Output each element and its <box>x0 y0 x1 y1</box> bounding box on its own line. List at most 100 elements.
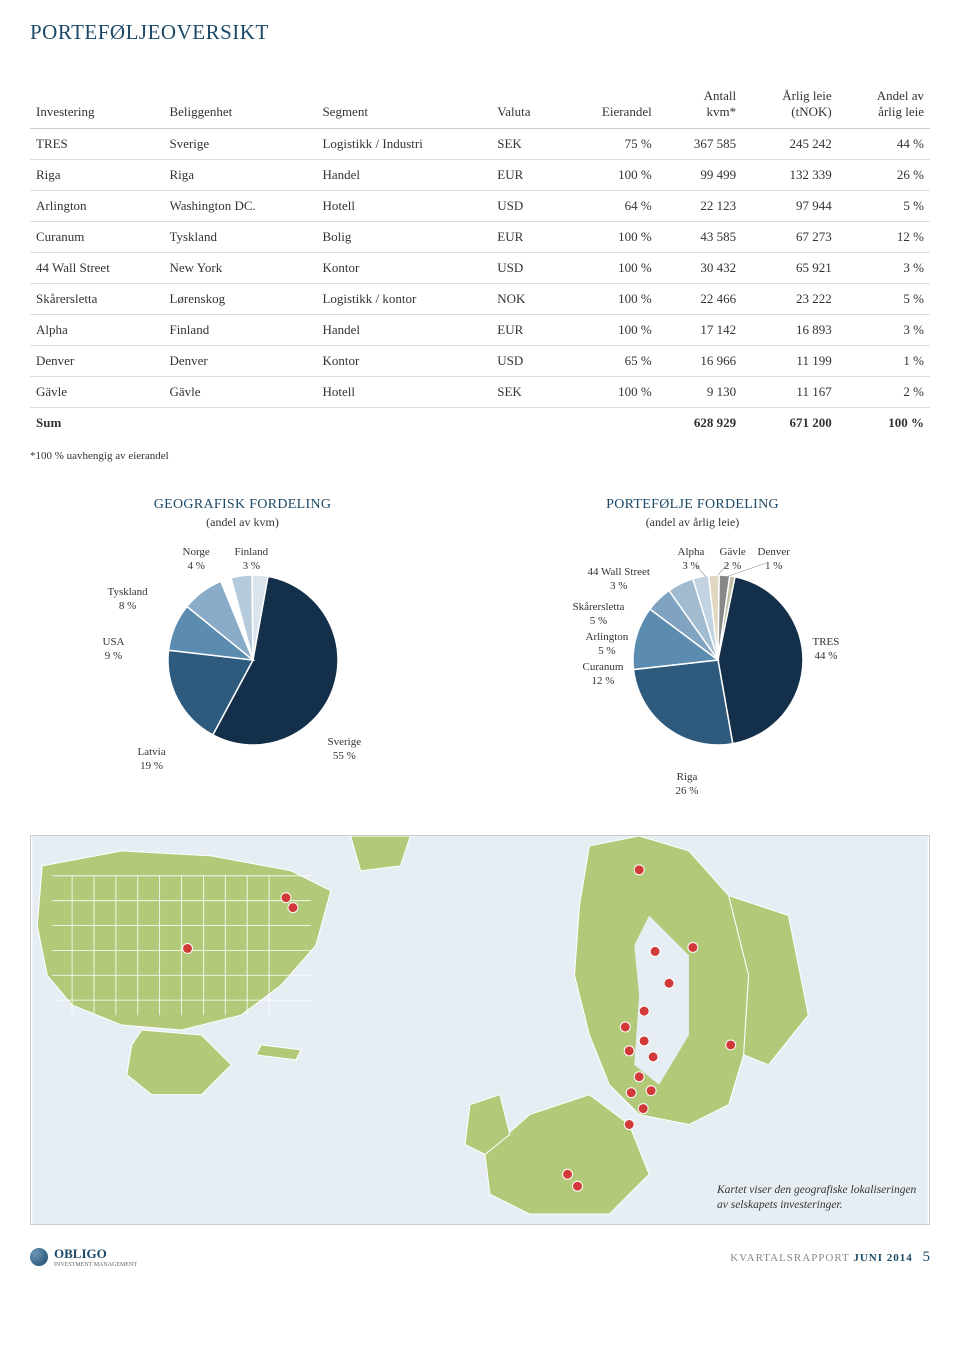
table-cell: 100 % <box>562 222 658 253</box>
footer-brand: OBLIGO INVESTMENT MANAGEMENT <box>30 1246 137 1268</box>
table-row: SkårerslettaLørenskogLogistikk / kontorN… <box>30 284 930 315</box>
map-marker <box>648 1052 658 1062</box>
port-label-riga: Riga26 % <box>676 770 699 799</box>
geo-label-sverige: Sverige55 % <box>328 735 362 764</box>
brand-sub: INVESTMENT MANAGEMENT <box>54 1262 137 1268</box>
port-chart-subtitle: (andel av årlig leie) <box>528 515 858 530</box>
table-cell: Gävle <box>30 377 163 408</box>
table-cell: 16 966 <box>658 346 742 377</box>
table-cell <box>562 408 658 439</box>
brand-name: OBLIGO <box>54 1246 107 1261</box>
geo-label-norge: Norge4 % <box>183 545 210 574</box>
table-header: Eierandel <box>562 80 658 129</box>
table-cell: EUR <box>491 160 561 191</box>
table-cell: Gävle <box>163 377 316 408</box>
map-panel: Kartet viser den geografiske lokaliserin… <box>30 835 930 1225</box>
portfolio-table: InvesteringBeliggenhetSegmentValutaEiera… <box>30 80 930 438</box>
table-cell: Sverige <box>163 129 316 160</box>
map-marker <box>639 1036 649 1046</box>
table-cell: 99 499 <box>658 160 742 191</box>
table-cell: Kontor <box>316 346 491 377</box>
table-header: Andel avårlig leie <box>838 80 930 129</box>
table-cell: 97 944 <box>742 191 838 222</box>
table-cell: 2 % <box>838 377 930 408</box>
geo-label-usa: USA9 % <box>103 635 125 664</box>
port-label-denver: Denver1 % <box>758 545 790 574</box>
table-cell: Tyskland <box>163 222 316 253</box>
port-label-44ws: 44 Wall Street3 % <box>588 565 650 594</box>
table-header: Investering <box>30 80 163 129</box>
table-cell: 100 % <box>562 377 658 408</box>
table-cell: Denver <box>30 346 163 377</box>
table-cell: 100 % <box>562 284 658 315</box>
table-header: Valuta <box>491 80 561 129</box>
table-cell: Finland <box>163 315 316 346</box>
table-cell: Skårersletta <box>30 284 163 315</box>
table-cell: 100 % <box>838 408 930 439</box>
table-row: TRESSverigeLogistikk / IndustriSEK75 %36… <box>30 129 930 160</box>
table-cell: Handel <box>316 160 491 191</box>
geo-chart: GEOGRAFISK FORDELING (andel av kvm) Norg… <box>103 497 383 800</box>
map-marker <box>624 1046 634 1056</box>
report-period: JUNI 2014 <box>853 1252 912 1264</box>
table-cell: 44 % <box>838 129 930 160</box>
table-cell: 43 585 <box>658 222 742 253</box>
table-cell: Alpha <box>30 315 163 346</box>
table-cell: New York <box>163 253 316 284</box>
table-cell: Sum <box>30 408 163 439</box>
table-cell: 22 123 <box>658 191 742 222</box>
table-cell: EUR <box>491 315 561 346</box>
map-marker <box>183 943 193 953</box>
map-marker <box>688 942 698 952</box>
table-cell: 245 242 <box>742 129 838 160</box>
map-marker <box>624 1120 634 1130</box>
table-header: Beliggenhet <box>163 80 316 129</box>
map-marker <box>563 1169 573 1179</box>
table-cell: SEK <box>491 129 561 160</box>
table-cell: 1 % <box>838 346 930 377</box>
map-marker <box>638 1104 648 1114</box>
map-marker <box>634 1072 644 1082</box>
table-cell: 67 273 <box>742 222 838 253</box>
table-cell <box>163 408 316 439</box>
table-cell: 75 % <box>562 129 658 160</box>
table-cell: 26 % <box>838 160 930 191</box>
table-cell: 132 339 <box>742 160 838 191</box>
footer-right: KVARTALSRAPPORT JUNI 2014 5 <box>730 1249 930 1266</box>
map-marker <box>639 1006 649 1016</box>
table-cell: 44 Wall Street <box>30 253 163 284</box>
table-cell: 11 167 <box>742 377 838 408</box>
table-cell: Hotell <box>316 377 491 408</box>
table-cell: USD <box>491 346 561 377</box>
map-marker <box>288 903 298 913</box>
map-marker <box>626 1088 636 1098</box>
table-row: 44 Wall StreetNew YorkKontorUSD100 %30 4… <box>30 253 930 284</box>
table-cell: USD <box>491 253 561 284</box>
table-cell: 65 % <box>562 346 658 377</box>
pie-slice <box>633 660 732 745</box>
pie-slice <box>718 577 803 744</box>
geo-label-finland: Finland3 % <box>235 545 269 574</box>
table-cell: Lørenskog <box>163 284 316 315</box>
table-cell: Curanum <box>30 222 163 253</box>
table-cell: Hotell <box>316 191 491 222</box>
table-cell: 22 466 <box>658 284 742 315</box>
table-cell: Kontor <box>316 253 491 284</box>
table-cell: NOK <box>491 284 561 315</box>
logo-icon <box>30 1248 48 1266</box>
page-footer: OBLIGO INVESTMENT MANAGEMENT KVARTALSRAP… <box>30 1240 930 1268</box>
geo-chart-subtitle: (andel av kvm) <box>103 515 383 530</box>
table-cell: Arlington <box>30 191 163 222</box>
table-cell: 628 929 <box>658 408 742 439</box>
port-label-tres: TRES44 % <box>813 635 840 664</box>
table-cell: 367 585 <box>658 129 742 160</box>
table-row: GävleGävleHotellSEK100 %9 13011 1672 % <box>30 377 930 408</box>
port-chart-title: PORTEFØLJE FORDELING <box>528 497 858 513</box>
map-marker <box>634 865 644 875</box>
map-marker <box>650 946 660 956</box>
table-cell: TRES <box>30 129 163 160</box>
port-label-cur: Curanum12 % <box>583 660 624 689</box>
table-cell: 100 % <box>562 315 658 346</box>
table-cell <box>316 408 491 439</box>
table-cell: 5 % <box>838 284 930 315</box>
